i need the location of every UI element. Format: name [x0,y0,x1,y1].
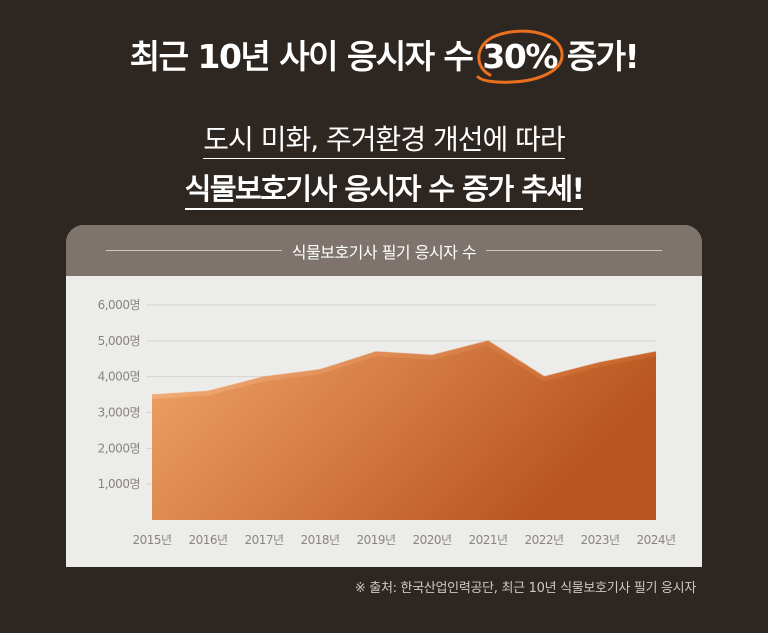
x-tick-label: 2021년 [468,533,507,547]
y-tick-label: 2,000명 [98,441,140,455]
data-point [263,375,266,378]
headline-after: 증가! [566,37,640,76]
data-point [599,361,602,364]
x-tick-label: 2024년 [636,533,675,547]
x-tick-label: 2020년 [412,533,451,547]
area-edge [151,340,657,400]
subheadline-2: 식물보호기사 응시자 수 증가 추세! [0,166,768,210]
data-point [375,350,378,353]
data-point [487,339,490,342]
data-point [655,350,658,353]
data-point [319,368,322,371]
headline-highlight: 30% [476,29,564,84]
x-tick-label: 2017년 [244,533,283,547]
chart-card: 식물보호기사 필기 응시자 수 1,000명 2,000명 3,000명 4,000명… [66,225,702,567]
x-tick-label: 2023년 [580,533,619,547]
chart-card-header: 식물보호기사 필기 응시자 수 [66,225,702,276]
y-tick-label: 5,000명 [98,334,140,348]
headline: 최근 10년 사이 응시자 수 30% 증가! [0,29,768,84]
x-tick-label: 2016년 [188,533,227,547]
area-series [152,340,656,520]
data-point [151,393,154,396]
y-tick-label: 4,000명 [98,370,140,384]
area-chart: 1,000명 2,000명 3,000명 4,000명 5,000명 6,000명 2015… [98,298,676,547]
x-tick-label: 2018년 [300,533,339,547]
headline-highlight-text: 30% [482,37,558,76]
y-tick-label: 1,000명 [98,477,140,491]
x-tick-label: 2015년 [132,533,171,547]
chart-title: 식물보호기사 필기 응시자 수 [66,239,702,263]
y-tick-label: 6,000명 [98,298,140,312]
y-tick-label: 3,000명 [98,406,140,420]
source-note: ※ 출처: 한국산업인력공단, 최근 10년 식물보호기사 필기 응시자 [354,581,696,596]
x-tick-label: 2022년 [524,533,563,547]
x-tick-label: 2019년 [356,533,395,547]
data-point [431,354,434,357]
data-point [207,390,210,393]
headline-before: 최근 10년 사이 응시자 수 [129,37,474,76]
data-point [543,375,546,378]
subheadline-1: 도시 미화, 주거환경 개선에 따라 [0,118,768,159]
